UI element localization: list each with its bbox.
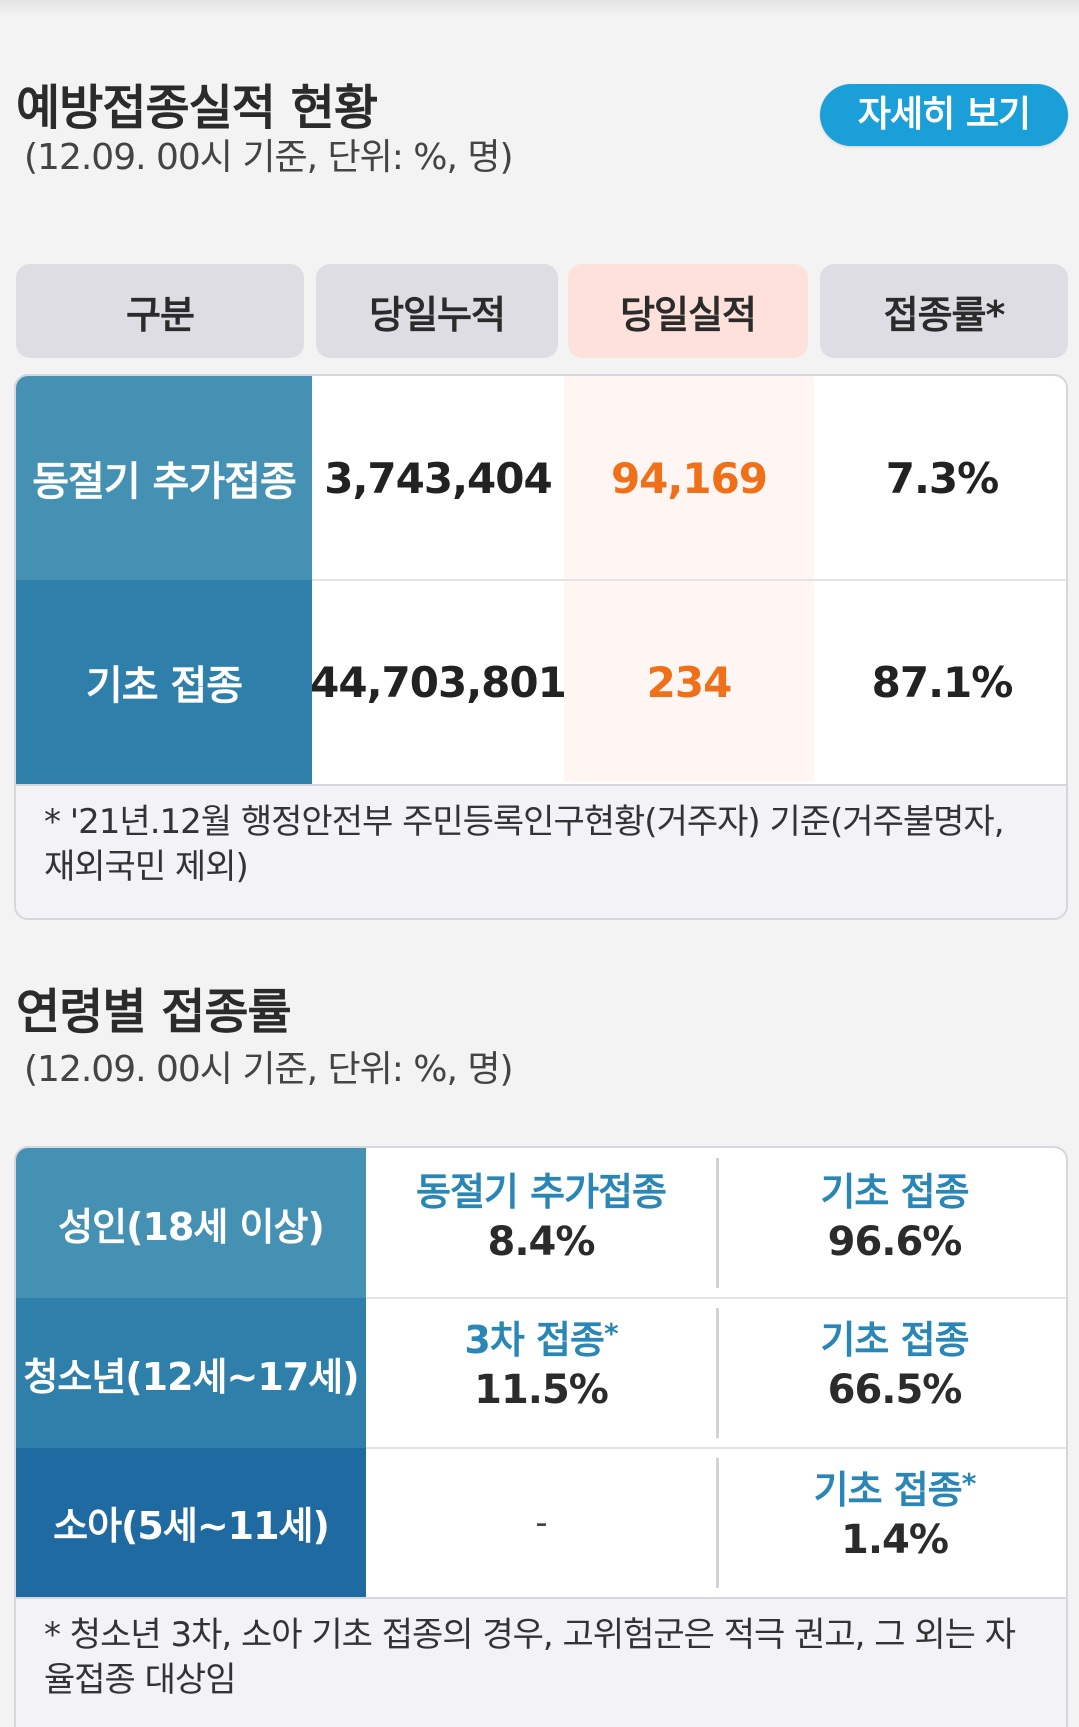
adult-booster-label: 동절기 추가접종 xyxy=(416,1170,667,1214)
youth-third-value: 11.5% xyxy=(474,1367,609,1413)
youth-primary-label: 기초 접종 xyxy=(820,1318,969,1362)
adult-primary-value: 96.6% xyxy=(827,1219,963,1265)
age-row-label-adult: 성인(18세 이상) xyxy=(16,1148,366,1298)
column-divider xyxy=(716,1308,719,1438)
youth-third-star: * xyxy=(603,1317,619,1350)
youth-primary-value: 66.5% xyxy=(827,1367,963,1413)
adult-primary-cell: 기초 접종 96.6% xyxy=(719,1168,1066,1268)
primary-cumulative: 44,703,801 xyxy=(310,657,567,707)
child-booster-empty: - xyxy=(535,1502,547,1543)
child-primary-cell: 기초 접종* 1.4% xyxy=(719,1466,1066,1566)
adult-primary-label: 기초 접종 xyxy=(820,1170,969,1214)
section-title-age-rate: 연령별 접종률 xyxy=(16,984,292,1040)
child-primary-label: 기초 접종 xyxy=(813,1468,963,1512)
adult-booster-cell: 동절기 추가접종 8.4% xyxy=(366,1168,716,1268)
header-cumulative: 당일누적 xyxy=(316,264,558,358)
child-primary-value: 1.4% xyxy=(841,1517,949,1563)
detail-view-button[interactable]: 자세히 보기 xyxy=(820,84,1068,146)
row-divider xyxy=(366,1297,1066,1299)
age-row-label-child: 소아(5세~11세) xyxy=(16,1448,366,1597)
winter-booster-cumulative: 3,743,404 xyxy=(324,453,552,503)
column-divider xyxy=(716,1458,719,1588)
winter-booster-today: 94,169 xyxy=(610,453,768,503)
age-row-label-youth: 청소년(12세~17세) xyxy=(16,1298,366,1448)
row-divider xyxy=(312,579,1066,581)
adult-booster-value: 8.4% xyxy=(487,1219,596,1265)
age-rate-note: * 청소년 3차, 소아 기초 접종의 경우, 고위험군은 적극 권고, 그 외… xyxy=(16,1597,1066,1727)
row-label-winter-booster: 동절기 추가접종 xyxy=(16,376,312,580)
youth-primary-cell: 기초 접종 66.5% xyxy=(719,1316,1066,1416)
header-rate: 접종률* xyxy=(820,264,1068,358)
youth-third-label: 3차 접종 xyxy=(464,1318,605,1362)
section-subtitle-age-rate: (12.09. 00시 기준, 단위: %, 명) xyxy=(24,1049,514,1090)
primary-today: 234 xyxy=(646,657,733,707)
section-title-vaccination-status: 예방접종실적 현황 xyxy=(16,80,378,136)
age-rate-card: 성인(18세 이상) 동절기 추가접종 8.4% 기초 접종 96.6% 청소년… xyxy=(14,1146,1068,1727)
column-divider xyxy=(716,1158,719,1288)
header-today: 당일실적 xyxy=(568,264,808,358)
row-label-primary: 기초 접종 xyxy=(16,580,312,784)
youth-third-cell: 3차 접종* 11.5% xyxy=(366,1316,716,1416)
top-shadow xyxy=(0,0,1079,18)
winter-booster-rate: 7.3% xyxy=(885,453,999,503)
header-category: 구분 xyxy=(16,264,304,358)
vaccination-status-card: 동절기 추가접종 3,743,404 94,169 7.3% 기초 접종 44,… xyxy=(14,374,1068,920)
row-divider xyxy=(366,1447,1066,1449)
child-primary-star: * xyxy=(961,1467,977,1500)
primary-rate: 87.1% xyxy=(871,657,1014,707)
section-subtitle-vaccination-status: (12.09. 00시 기준, 단위: %, 명) xyxy=(24,137,514,178)
population-basis-note: * '21년.12월 행정안전부 주민등록인구현황(거주자) 기준(거주불명자,… xyxy=(16,784,1066,918)
